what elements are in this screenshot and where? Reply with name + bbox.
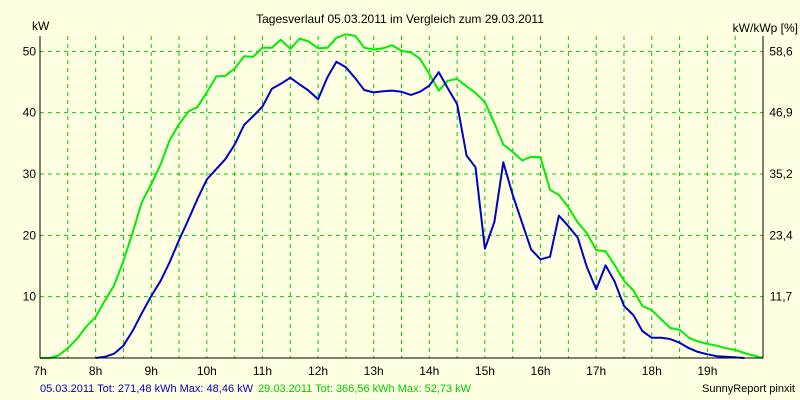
legend-line: 05.03.2011 Tot: 271,48 kWh Max: 48,46 kW… (40, 383, 472, 395)
y-right-tick-labels: 11,7 23,4 35,2 46,9 58,6 (769, 44, 793, 303)
y-axis-left-label: kW (32, 19, 50, 33)
grid-lines (40, 36, 763, 358)
x-tick-label: 16h (531, 364, 551, 378)
series-line-29-03-2011 (40, 33, 764, 359)
y-left-tick-label: 40 (23, 106, 37, 120)
y-axis-right-label: kW/kWp [%] (733, 21, 798, 35)
x-tick-label: 19h (697, 364, 717, 378)
x-tick-label: 18h (642, 364, 662, 378)
y-right-tick-label: 46,9 (769, 106, 793, 120)
x-tick-label: 15h (475, 364, 495, 378)
y-left-tick-label: 30 (23, 167, 37, 181)
x-tick-label: 14h (419, 364, 439, 378)
y-right-tick-label: 35,2 (769, 167, 793, 181)
y-right-tick-label: 23,4 (769, 228, 793, 242)
chart-title: Tagesverlauf 05.03.2011 im Vergleich zum… (256, 12, 544, 26)
x-tick-label: 7h (33, 364, 46, 378)
x-tick-label: 12h (308, 364, 328, 378)
y-right-tick-label: 58,6 (769, 44, 793, 58)
series-layer (40, 33, 764, 359)
x-tick-labels: 7h 8h 9h 10h 11h 12h 13h 14h 15h 16h 17h 18h 19h (33, 364, 717, 378)
x-tick-label: 13h (364, 364, 384, 378)
x-tick-label: 8h (89, 364, 102, 378)
credit-text: SunnyReport pinxit (702, 383, 795, 395)
x-tick-label: 11h (253, 364, 272, 378)
y-left-tick-labels: 10 20 30 40 50 (23, 44, 37, 303)
series-line-05-03-2011 (95, 60, 745, 359)
y-left-tick-label: 10 (23, 290, 37, 304)
legend-series-05-03: 05.03.2011 Tot: 271,48 kWh Max: 48,46 kW (40, 383, 254, 395)
legend-series-29-03: 29.03.2011 Tot: 366,56 kWh Max: 52,73 kW (258, 383, 472, 395)
y-left-tick-label: 20 (23, 228, 37, 242)
x-tick-label: 9h (145, 364, 158, 378)
x-tick-label: 10h (197, 364, 217, 378)
y-left-tick-label: 50 (23, 44, 37, 58)
y-right-tick-label: 11,7 (770, 290, 793, 304)
x-tick-label: 17h (586, 364, 606, 378)
